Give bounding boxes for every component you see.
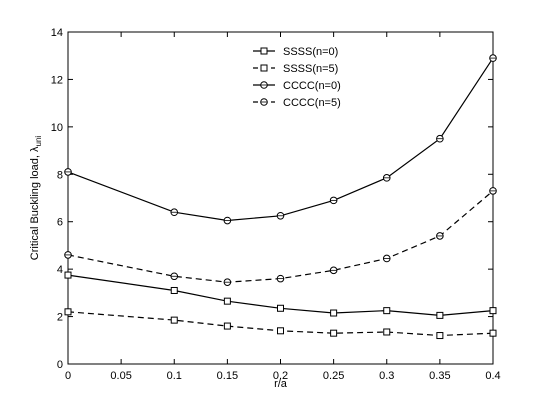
legend-label: CCCC(n=5) — [283, 97, 341, 109]
circle-marker — [64, 251, 72, 259]
legend-label: CCCC(n=0) — [283, 80, 341, 92]
series-line — [67, 190, 494, 283]
square-marker — [489, 307, 497, 315]
x-tick-label: 0.15 — [217, 370, 238, 382]
x-tick-label: 0.2 — [273, 370, 288, 382]
y-axis-label-subscript: uni — [34, 136, 43, 147]
square-marker — [383, 307, 391, 315]
square-marker — [277, 327, 284, 335]
x-axis-label: r/a — [274, 378, 288, 390]
circle-marker — [436, 134, 444, 143]
x-tick-label: 0.25 — [323, 370, 344, 382]
y-axis-label-main: Critical Buckling load, λ — [29, 146, 41, 260]
square-marker — [170, 316, 178, 324]
circle-marker — [436, 232, 444, 240]
square-marker — [277, 304, 284, 312]
y-tick-label: 6 — [57, 217, 63, 229]
x-tick-label: 0.1 — [167, 370, 182, 382]
circle-marker — [170, 272, 179, 281]
y-tick-label: 4 — [57, 264, 63, 276]
y-tick-label: 8 — [57, 169, 63, 181]
legend-item: CCCC(n=5) — [253, 97, 341, 109]
y-tick-label: 12 — [51, 74, 63, 86]
square-marker — [260, 47, 268, 55]
circle-marker — [64, 168, 72, 176]
circle-marker — [489, 187, 497, 195]
circle-marker — [382, 174, 391, 182]
square-marker — [223, 297, 231, 305]
square-marker — [436, 311, 444, 319]
square-marker — [436, 332, 444, 340]
series-group — [64, 54, 497, 340]
y-axis-label: Critical Buckling load, λuni — [29, 136, 43, 261]
series-cccc-n-0 — [64, 54, 497, 225]
series-cccc-n-5 — [64, 187, 497, 286]
circle-marker — [276, 211, 285, 220]
square-marker — [383, 328, 391, 336]
legend-item: SSSS(n=5) — [253, 63, 338, 75]
square-marker — [489, 329, 497, 337]
circle-marker — [260, 98, 268, 106]
circle-marker — [489, 54, 497, 62]
y-tick-label: 14 — [51, 27, 63, 39]
square-marker — [330, 329, 338, 337]
series-ssss-n-5 — [64, 308, 497, 340]
circle-marker — [223, 216, 232, 225]
series-ssss-n-0 — [64, 271, 497, 319]
y-tick-label: 10 — [51, 122, 63, 134]
x-tick-label: 0.3 — [379, 370, 394, 382]
square-marker — [223, 322, 231, 330]
square-marker — [64, 271, 72, 279]
circle-marker — [329, 196, 338, 205]
series-line — [67, 311, 494, 337]
legend-label: SSSS(n=5) — [283, 63, 338, 75]
circle-marker — [170, 208, 179, 217]
x-tick-label: 0 — [65, 370, 71, 382]
square-marker — [260, 64, 268, 72]
x-tick-label: 0.35 — [429, 370, 450, 382]
legend-label: SSSS(n=0) — [283, 46, 338, 58]
circle-marker — [276, 274, 285, 283]
legend-item: CCCC(n=0) — [253, 80, 341, 92]
x-tick-label: 0.05 — [110, 370, 131, 382]
circle-marker — [260, 81, 268, 89]
circle-marker — [223, 278, 232, 286]
x-tick-label: 0.4 — [485, 370, 500, 382]
square-marker — [330, 309, 338, 317]
tick-group: 0 0.05 0.1 0.15 0.2 0.25 0.3 0.35 0.4 0 2 4 6 8 10 12 14 — [51, 27, 501, 382]
y-tick-label: 2 — [57, 312, 63, 324]
legend-item: SSSS(n=0) — [253, 46, 338, 58]
square-marker — [64, 308, 72, 316]
series-line — [67, 57, 494, 222]
circle-marker — [382, 254, 391, 263]
square-marker — [170, 286, 178, 294]
circle-marker — [329, 266, 338, 275]
legend: SSSS(n=0) SSSS(n=5) CCCC(n=0) CCCC(n=5) — [253, 46, 341, 109]
series-line — [67, 274, 494, 317]
y-tick-label: 0 — [57, 359, 63, 371]
